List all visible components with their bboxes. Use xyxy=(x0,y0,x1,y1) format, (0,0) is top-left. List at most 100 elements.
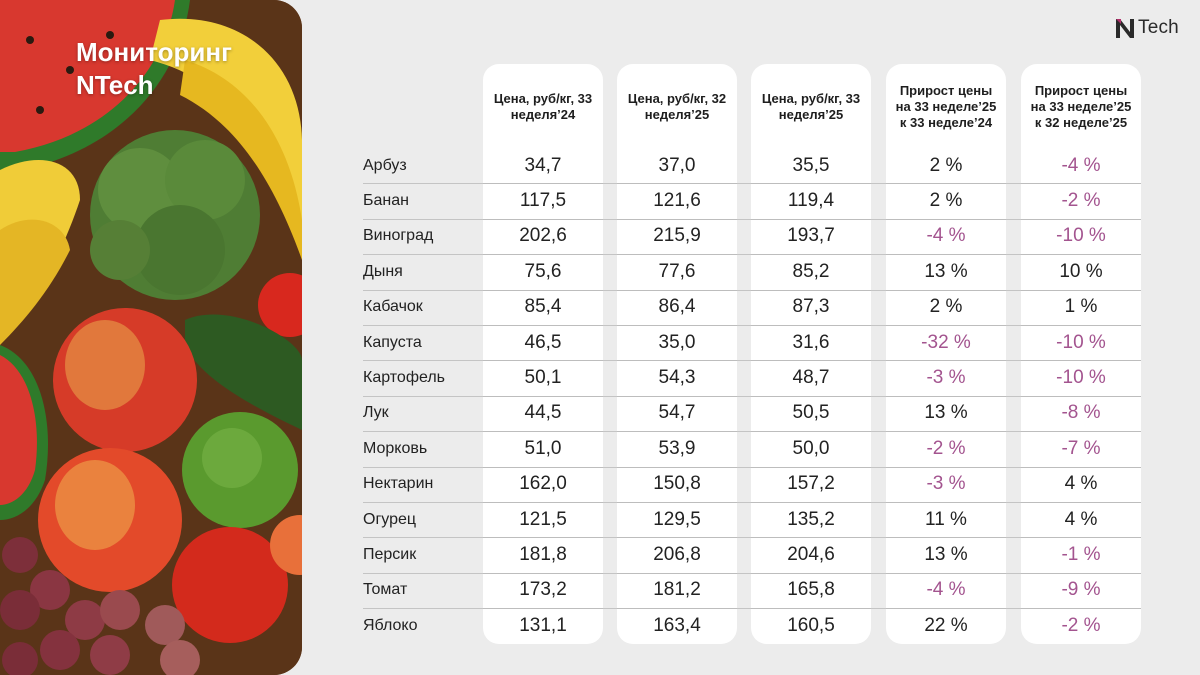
table-cell: 22 % xyxy=(924,614,968,636)
cell-divider xyxy=(617,466,737,468)
cell-divider xyxy=(751,183,871,185)
table-cell: 10 % xyxy=(1059,260,1103,282)
row-label: Персик xyxy=(363,546,417,564)
row-label: Дыня xyxy=(363,262,403,280)
table-cell: 131,1 xyxy=(519,614,567,636)
cell-divider xyxy=(1021,431,1141,433)
row-label: Нектарин xyxy=(363,475,434,493)
table-cell: 34,7 xyxy=(524,154,562,176)
column-header: Прирост цены на 33 неделе’25 к 32 неделе… xyxy=(1030,83,1132,130)
table-cell: 13 % xyxy=(924,544,968,566)
row-label: Томат xyxy=(363,581,408,599)
cell-divider xyxy=(617,537,737,539)
table-cell: -1 % xyxy=(1061,544,1101,566)
cell-divider xyxy=(751,360,871,362)
table-cell: -10 % xyxy=(1056,367,1106,389)
row-label: Морковь xyxy=(363,439,428,457)
title-line-2: NTech xyxy=(76,70,154,100)
table-cell: 11 % xyxy=(925,508,967,530)
row-label: Лук xyxy=(363,404,389,422)
cell-divider xyxy=(617,608,737,610)
row-label: Виноград xyxy=(363,227,434,245)
cell-divider xyxy=(617,183,737,185)
table-cell: 35,5 xyxy=(792,154,830,176)
ntech-logo-text: Tech xyxy=(1138,17,1179,38)
cell-divider xyxy=(617,572,737,574)
table-cell: 2 % xyxy=(929,190,963,212)
cell-divider xyxy=(1021,218,1141,220)
table-cell: 13 % xyxy=(924,260,968,282)
table-cell: 173,2 xyxy=(519,579,567,601)
table-cell: 157,2 xyxy=(787,473,835,495)
cell-divider xyxy=(617,325,737,326)
cell-divider xyxy=(1021,360,1141,362)
cell-divider xyxy=(751,502,871,503)
cell-divider xyxy=(483,431,603,433)
cell-divider xyxy=(483,608,603,610)
row-label: Кабачок xyxy=(363,298,423,316)
cell-divider xyxy=(886,502,1006,503)
cell-divider xyxy=(483,254,603,256)
table-column: Прирост цены на 33 неделе’25 к 32 неделе… xyxy=(1021,64,1141,644)
table-cell: 4 % xyxy=(1064,508,1098,530)
cell-divider xyxy=(617,360,737,362)
cell-divider xyxy=(617,502,737,503)
table-cell: 1 % xyxy=(1064,296,1098,318)
title-line-1: Мониторинг xyxy=(76,37,232,67)
cell-divider xyxy=(886,360,1006,362)
table-column: Цена, руб/кг, 32 неделя’25 37,0 121,6 215,9… xyxy=(617,64,737,644)
cell-divider xyxy=(1021,183,1141,185)
table-cell: 121,5 xyxy=(519,508,567,530)
page-title: Мониторинг NTech xyxy=(76,36,232,102)
cell-divider xyxy=(751,325,871,326)
table-cell: 150,8 xyxy=(653,473,701,495)
table-cell: 206,8 xyxy=(653,544,701,566)
cell-divider xyxy=(483,183,603,185)
cell-divider xyxy=(1021,537,1141,539)
cell-divider xyxy=(1021,395,1141,397)
table-cell: 13 % xyxy=(924,402,968,424)
cell-divider xyxy=(751,537,871,539)
cell-divider xyxy=(886,431,1006,433)
table-cell: 129,5 xyxy=(653,508,701,530)
cell-divider xyxy=(483,395,603,397)
row-label: Капуста xyxy=(363,333,422,351)
cell-divider xyxy=(1021,502,1141,503)
table-cell: 54,7 xyxy=(658,402,696,424)
cell-divider xyxy=(886,218,1006,220)
cell-divider xyxy=(886,466,1006,468)
table-cell: 44,5 xyxy=(524,402,562,424)
column-header: Цена, руб/кг, 33 неделя’25 xyxy=(761,91,861,122)
row-label: Огурец xyxy=(363,510,417,528)
cell-divider xyxy=(617,395,737,397)
cell-divider xyxy=(1021,325,1141,326)
table-cell: 181,2 xyxy=(653,579,701,601)
cell-divider xyxy=(483,502,603,503)
cell-divider xyxy=(483,466,603,468)
row-label: Картофель xyxy=(363,369,446,387)
cell-divider xyxy=(886,289,1006,291)
cell-divider xyxy=(483,289,603,291)
cell-divider xyxy=(751,289,871,291)
cell-divider xyxy=(886,325,1006,326)
cell-divider xyxy=(751,218,871,220)
cell-divider xyxy=(617,431,737,433)
cell-divider xyxy=(886,395,1006,397)
table-cell: 77,6 xyxy=(658,260,696,282)
cell-divider xyxy=(617,218,737,220)
table-cell: 54,3 xyxy=(658,367,696,389)
row-label: Банан xyxy=(363,192,409,210)
cell-divider xyxy=(751,431,871,433)
table-cell: 75,6 xyxy=(524,260,562,282)
table-cell: 4 % xyxy=(1064,473,1098,495)
table-cell: 135,2 xyxy=(787,508,835,530)
table-cell: 86,4 xyxy=(658,296,696,318)
cell-divider xyxy=(483,537,603,539)
cell-divider xyxy=(483,360,603,362)
cell-divider xyxy=(1021,254,1141,256)
table-cell: 51,0 xyxy=(524,437,562,459)
table-column: Прирост цены на 33 неделе’25 к 33 неделе… xyxy=(886,64,1006,644)
table-cell: 181,8 xyxy=(519,544,567,566)
table-cell: 117,5 xyxy=(519,190,567,212)
cell-divider xyxy=(617,254,737,256)
